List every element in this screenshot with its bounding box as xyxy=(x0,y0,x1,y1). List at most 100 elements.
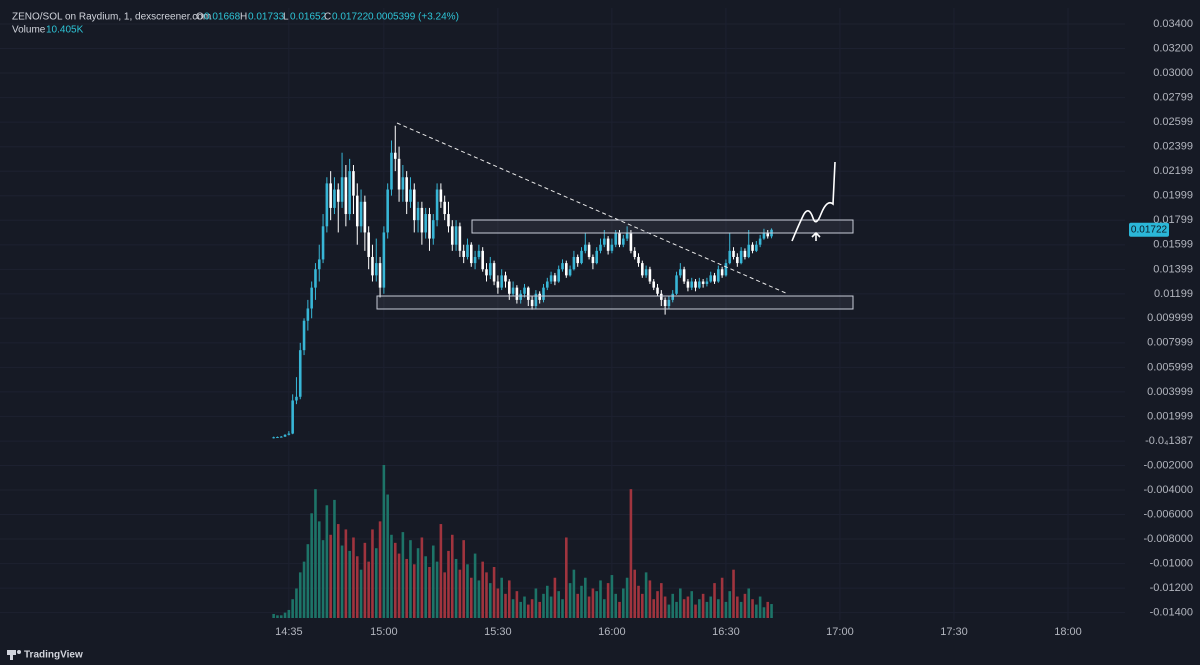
candle-body xyxy=(743,250,747,257)
volume-bar xyxy=(507,580,511,618)
candle-body xyxy=(352,171,355,196)
volume-bar xyxy=(515,591,519,618)
volume-bar xyxy=(603,599,606,618)
volume-bar xyxy=(405,558,408,618)
volume-bar xyxy=(420,537,424,618)
brand-logo xyxy=(7,650,21,660)
volume-bar xyxy=(504,593,507,618)
candle-body xyxy=(690,281,694,288)
volume-bar xyxy=(519,601,522,618)
volume-bar xyxy=(633,569,637,618)
volume-bar xyxy=(355,556,359,618)
volume-bar xyxy=(359,569,363,618)
volume-bar xyxy=(614,593,618,618)
candle-body xyxy=(660,293,663,300)
volume-bar xyxy=(500,577,503,618)
candle-body xyxy=(378,263,382,288)
candle-body xyxy=(686,281,690,288)
close-label: C xyxy=(324,12,331,23)
y-tick-label: -0.006000 xyxy=(1143,508,1193,520)
candle-body xyxy=(359,201,363,227)
candle-body xyxy=(302,320,306,351)
volume-bar xyxy=(382,465,386,618)
volume-bar xyxy=(675,601,678,618)
x-tick-label: 17:30 xyxy=(940,626,968,638)
volume-bar xyxy=(291,599,294,618)
candle-body xyxy=(314,269,317,288)
volume-bar xyxy=(428,567,431,618)
volume-label: Volume xyxy=(12,25,46,36)
candle-body xyxy=(652,281,656,288)
candle-body xyxy=(507,281,511,294)
candle-body xyxy=(477,250,481,257)
volume-value: 10.405K xyxy=(46,25,84,36)
volume-bar xyxy=(435,561,439,618)
volume-bar xyxy=(549,596,553,618)
volume-bar xyxy=(325,505,329,618)
low-value: 0.01652 xyxy=(290,12,327,23)
y-tick-label: 0.02199 xyxy=(1153,165,1193,177)
volume-bar xyxy=(439,524,443,618)
price-pane xyxy=(272,125,773,439)
candle-body xyxy=(603,238,606,245)
candle-body xyxy=(454,226,458,245)
candle-body xyxy=(682,269,686,282)
open-label: O xyxy=(196,12,204,23)
candle-body xyxy=(667,299,671,307)
candle-body xyxy=(732,250,735,257)
volume-bar xyxy=(477,580,481,618)
candle-body xyxy=(679,269,682,276)
candle-body xyxy=(435,189,439,221)
candle-body xyxy=(599,244,602,251)
candle-body xyxy=(523,287,526,294)
candle-body xyxy=(336,189,340,202)
candle-body xyxy=(511,287,515,294)
candle-body xyxy=(287,433,291,435)
volume-bar xyxy=(553,577,557,618)
volume-bar xyxy=(287,609,291,618)
volume-bar xyxy=(374,548,378,618)
volume-bar xyxy=(648,580,652,618)
volume-bar xyxy=(344,529,348,618)
candle-body xyxy=(519,293,522,300)
candle-body xyxy=(584,244,587,251)
volume-bar xyxy=(481,561,484,618)
candle-body xyxy=(542,287,545,300)
volume-bar xyxy=(276,615,279,618)
candle-body xyxy=(762,232,766,239)
candle-body xyxy=(390,152,393,190)
volume-bar xyxy=(739,601,743,618)
x-tick-label: 16:00 xyxy=(598,626,626,638)
candle-body xyxy=(629,232,633,251)
volume-bar xyxy=(538,601,541,618)
candle-body xyxy=(458,226,462,251)
candle-body xyxy=(736,256,739,264)
volume-bar xyxy=(656,591,659,618)
y-tick-label: 0.01399 xyxy=(1153,263,1193,275)
candle-body xyxy=(553,275,557,282)
candle-body xyxy=(405,177,408,202)
volume-bar xyxy=(443,572,446,618)
volume-pane xyxy=(272,465,773,618)
volume-bar xyxy=(466,564,469,618)
candle-body xyxy=(492,263,496,282)
candle-body xyxy=(595,250,598,264)
volume-bar xyxy=(298,572,302,618)
candle-body xyxy=(656,287,659,294)
candle-body xyxy=(298,350,302,397)
volume-bar xyxy=(340,545,344,618)
volume-bar xyxy=(397,553,401,618)
volume-bar xyxy=(409,540,412,618)
candle-body xyxy=(648,269,652,282)
volume-bar xyxy=(618,601,621,618)
candle-body xyxy=(325,183,329,227)
candle-body xyxy=(431,220,435,239)
candle-body xyxy=(618,232,621,245)
candle-body xyxy=(747,244,751,257)
volume-bar xyxy=(576,593,579,618)
volume-bar xyxy=(450,534,454,618)
volume-bar xyxy=(390,534,393,618)
candle-body xyxy=(469,244,473,264)
volume-bar xyxy=(595,591,598,618)
